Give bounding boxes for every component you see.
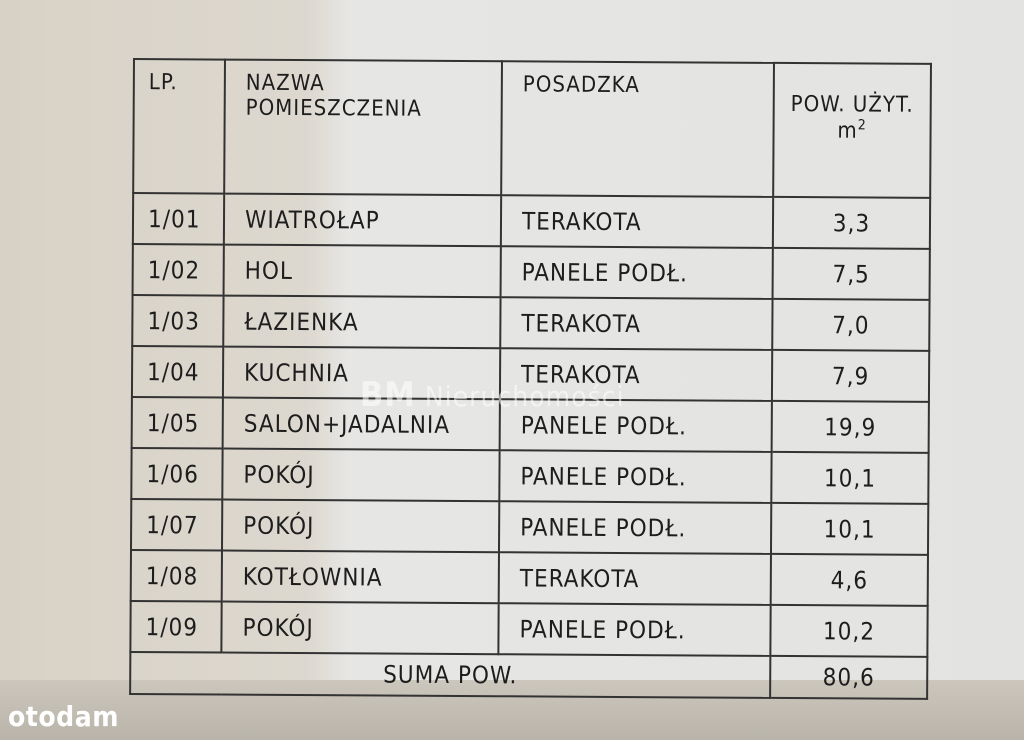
cell-area: 10,2 <box>770 604 928 657</box>
cell-area: 7,0 <box>772 298 930 351</box>
table-row: 1/06 POKÓJ PANELE PODŁ. 10,1 <box>131 447 929 504</box>
cell-floor: PANELE PODŁ. <box>500 246 773 299</box>
header-name-line2: POMIESZCZENIA <box>245 95 422 122</box>
header-lp: LP. <box>133 59 225 194</box>
header-name-line1: NAZWA <box>245 70 325 97</box>
header-area-unit-sup: 2 <box>857 117 867 134</box>
header-area-label: POW. UŻYT. <box>790 92 914 118</box>
cell-area: 7,5 <box>772 247 930 300</box>
cell-lp: 1/05 <box>131 396 223 449</box>
cell-name: WIATROŁAP <box>223 193 502 247</box>
cell-floor: PANELE PODŁ. <box>498 501 772 554</box>
cell-name: KOTŁOWNIA <box>221 550 499 604</box>
table-row: 1/07 POKÓJ PANELE PODŁ. 10,1 <box>130 498 929 555</box>
cell-area: 10,1 <box>771 451 929 504</box>
cell-name: ŁAZIENKA <box>223 295 501 349</box>
watermark-mark: BM <box>360 375 416 415</box>
cell-floor: TERAKOTA <box>500 195 774 248</box>
cell-area: 19,9 <box>771 400 929 453</box>
cell-lp: 1/04 <box>131 346 224 398</box>
otodam-logo: otodam <box>8 700 119 733</box>
cell-lp: 1/09 <box>130 600 222 653</box>
table-row: 1/03 ŁAZIENKA TERAKOTA 7,0 <box>132 295 930 351</box>
cell-area: 4,6 <box>770 553 928 606</box>
cell-name: POKÓJ <box>222 448 500 502</box>
cell-floor: TERAKOTA <box>500 297 773 350</box>
cell-lp: 1/07 <box>130 498 223 551</box>
cell-lp: 1/01 <box>132 193 225 245</box>
cell-lp: 1/08 <box>130 549 222 602</box>
cell-floor: PANELE PODŁ. <box>499 450 772 503</box>
cell-name: POKÓJ <box>221 499 500 553</box>
table-row: 1/02 HOL PANELE PODŁ. 7,5 <box>132 244 930 300</box>
header-floor: POSADZKA <box>501 61 774 197</box>
cell-area: 7,9 <box>771 349 930 402</box>
watermark: BM Nieruchomości <box>360 375 625 415</box>
paper-edge <box>0 680 1024 740</box>
table-row: 1/09 POKÓJ PANELE PODŁ. 10,2 <box>130 600 928 657</box>
cell-floor: PANELE PODŁ. <box>498 603 771 656</box>
table-header: LP. NAZWA POMIESZCZENIA POSADZKA POW. UŻY… <box>133 59 931 198</box>
cell-lp: 1/06 <box>131 447 223 500</box>
cell-area: 10,1 <box>770 502 929 555</box>
cell-area: 3,3 <box>772 196 931 249</box>
cell-name: POKÓJ <box>221 601 499 655</box>
header-area: POW. UŻYT. m2 <box>773 62 931 198</box>
table-row: 1/01 WIATROŁAP TERAKOTA 3,3 <box>132 193 931 249</box>
cell-name: HOL <box>223 244 501 298</box>
header-area-unit: m <box>837 118 858 144</box>
cell-floor: TERAKOTA <box>498 552 771 605</box>
table-row: 1/08 KOTŁOWNIA TERAKOTA 4,6 <box>130 549 928 606</box>
header-name: NAZWA POMIESZCZENIA <box>224 59 502 196</box>
cell-lp: 1/03 <box>132 295 224 347</box>
watermark-text: Nieruchomości <box>424 380 625 413</box>
cell-lp: 1/02 <box>132 244 224 296</box>
sum-value: 80,6 <box>770 655 928 699</box>
sum-row: SUMA POW. 80,6 <box>130 651 928 699</box>
sum-label: SUMA POW. <box>130 651 771 698</box>
